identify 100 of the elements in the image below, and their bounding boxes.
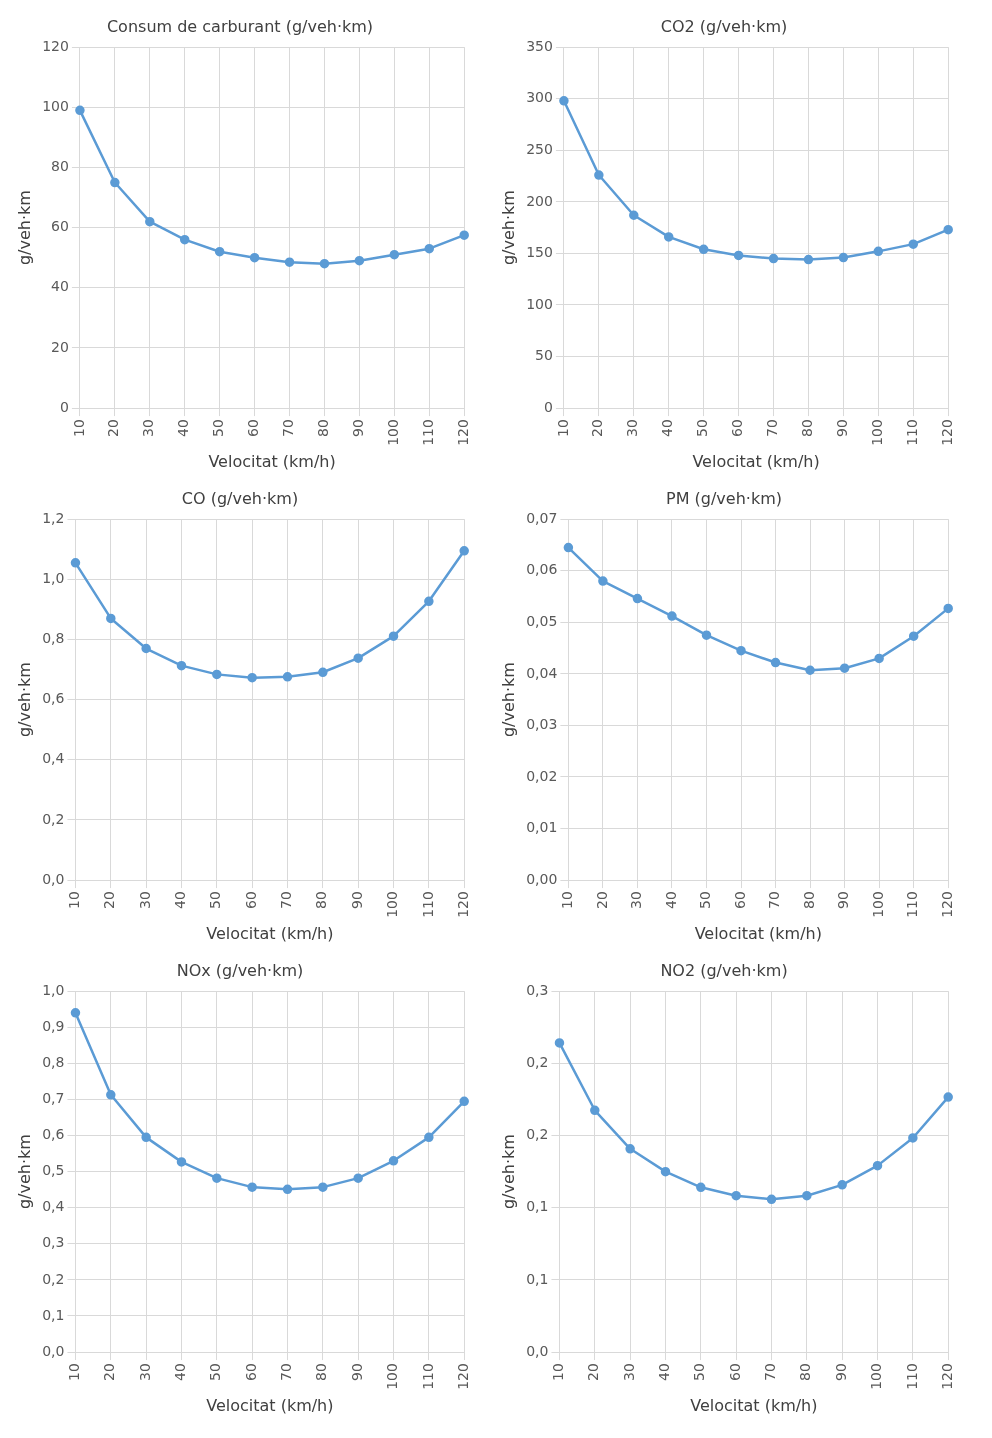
point (554, 1038, 565, 1048)
y-tick-label: 0,01 (526, 819, 558, 836)
chart-title: CO2 (g/veh·km) (660, 16, 788, 36)
x-tick-label: 60 (245, 419, 262, 437)
x-tick-label: 40 (662, 891, 679, 909)
point (141, 643, 151, 654)
x-tick-label: 100 (384, 419, 401, 446)
x-tick-label: 50 (697, 891, 714, 909)
x-tick-label: 30 (136, 1363, 153, 1381)
y-tick-label: 200 (526, 192, 553, 209)
point (106, 613, 116, 624)
x-tick-label: 100 (869, 891, 886, 918)
y-tick-label: 50 (535, 347, 553, 364)
x-tick-label: 40 (659, 419, 676, 437)
x-tick-label: 60 (242, 891, 259, 909)
point (660, 1166, 671, 1177)
x-tick-label: 10 (554, 419, 571, 437)
y-axis-title: g/veh·km (14, 662, 34, 738)
x-tick-label: 80 (800, 891, 817, 909)
point (803, 254, 814, 265)
y-tick-label: 0 (60, 398, 69, 415)
y-tick-label: 0 (544, 398, 553, 415)
point (667, 611, 677, 621)
point (212, 1173, 222, 1183)
x-tick-label: 120 (938, 1363, 955, 1390)
y-tick-label: 0,04 (526, 664, 558, 681)
point (943, 603, 953, 614)
x-tick-label: 70 (280, 419, 297, 437)
x-tick-label: 20 (585, 1363, 602, 1381)
point (176, 660, 187, 671)
point (424, 243, 435, 254)
y-tick-label: 0,03 (526, 716, 558, 733)
point (698, 244, 709, 255)
point (805, 665, 815, 675)
point (590, 1105, 600, 1116)
point (110, 177, 120, 188)
y-axis-title: g/veh·km (14, 190, 34, 266)
point (75, 105, 85, 116)
point (459, 1096, 469, 1107)
y-tick-label: 0,4 (42, 750, 65, 767)
x-tick-label: 120 (938, 419, 955, 446)
x-tick-label: 110 (903, 419, 920, 446)
point (632, 593, 643, 604)
point (594, 170, 604, 180)
y-tick-label: 40 (51, 278, 69, 295)
chart-title: NO2 (g/veh·km) (660, 960, 788, 980)
x-tick-label: 120 (454, 891, 471, 918)
x-tick-label: 40 (656, 1363, 673, 1381)
x-tick-label: 20 (101, 1363, 118, 1381)
point (837, 1180, 847, 1190)
x-tick-label: 80 (797, 1363, 814, 1381)
point (70, 558, 81, 568)
x-tick-label: 20 (589, 419, 606, 437)
y-tick-label: 150 (526, 244, 553, 261)
x-tick-label: 100 (384, 1363, 401, 1390)
x-tick-label: 90 (834, 419, 851, 437)
point (625, 1144, 635, 1154)
point (629, 210, 639, 221)
point (141, 1132, 151, 1143)
x-axis-title: Velocitat (km/h) (206, 923, 334, 943)
x-tick-label: 10 (66, 891, 83, 909)
point (701, 630, 712, 640)
point (179, 234, 190, 245)
point (559, 96, 569, 106)
point (908, 631, 919, 641)
x-axis-title: Velocitat (km/h) (694, 923, 822, 943)
y-tick-label: 0,0 (42, 870, 65, 887)
y-tick-label: 0,05 (526, 612, 558, 629)
x-tick-label: 60 (729, 419, 746, 437)
y-tick-label: 80 (51, 158, 69, 175)
x-tick-label: 10 (70, 419, 87, 437)
y-tick-label: 0,8 (42, 1054, 65, 1071)
x-axis-title: Velocitat (km/h) (206, 1395, 334, 1415)
x-tick-label: 80 (313, 1363, 330, 1381)
y-tick-label: 350 (526, 37, 553, 54)
point (424, 1132, 434, 1143)
x-tick-label: 30 (620, 1363, 637, 1381)
chart-title: NOx (g/veh·km) (176, 960, 304, 980)
point (838, 252, 849, 263)
x-tick-label: 70 (278, 1363, 295, 1381)
x-tick-label: 90 (350, 419, 367, 437)
point (563, 542, 574, 553)
y-axis-title: g/veh·km (498, 190, 518, 266)
y-tick-label: 0,3 (42, 1234, 65, 1251)
y-tick-label: 300 (526, 89, 553, 106)
x-tick-label: 70 (278, 891, 295, 909)
point (731, 1190, 741, 1201)
x-tick-label: 30 (628, 891, 645, 909)
point (873, 246, 884, 257)
point (736, 645, 746, 656)
x-tick-label: 60 (242, 1363, 259, 1381)
y-tick-label: 0,5 (42, 1162, 65, 1179)
y-tick-label: 1,0 (42, 569, 65, 586)
x-tick-label: 120 (454, 1363, 471, 1390)
y-tick-label: 0,0 (42, 1342, 65, 1359)
x-tick-label: 110 (419, 891, 436, 918)
point (908, 1133, 918, 1143)
chart-title: Consum de carburant (g/veh·km) (106, 16, 374, 36)
y-tick-label: 0,0 (526, 1342, 549, 1359)
x-tick-label: 90 (348, 1363, 365, 1381)
